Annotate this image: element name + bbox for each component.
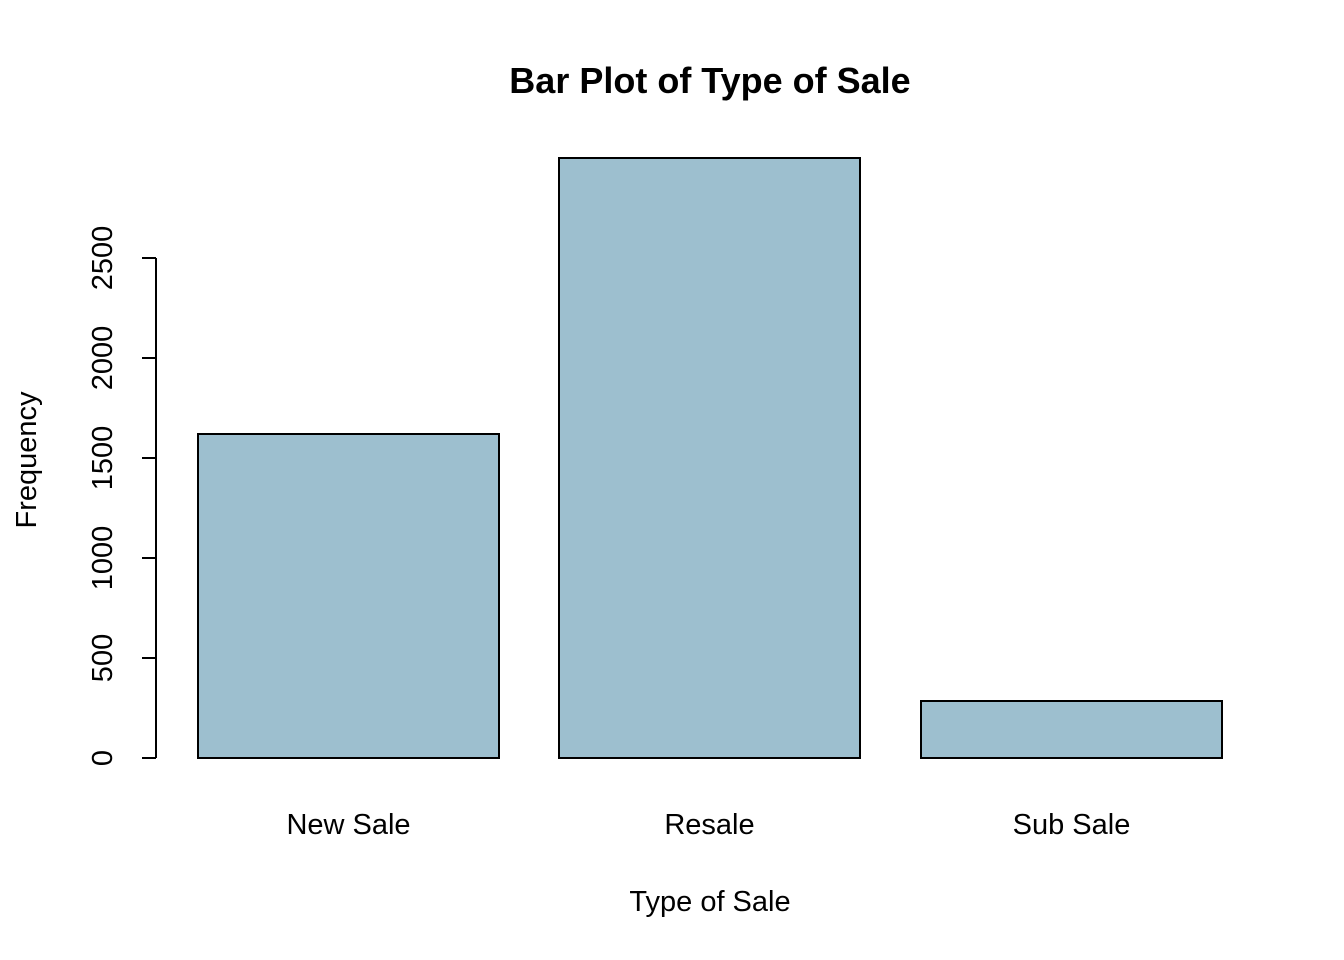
y-tick-label: 500 — [87, 634, 119, 682]
y-tick-label: 0 — [87, 750, 119, 766]
y-axis: 0 500 1000 1500 2000 2500 — [87, 226, 157, 766]
y-tick-label: 2000 — [87, 326, 119, 391]
y-tick-label: 1000 — [87, 526, 119, 591]
chart-title: Bar Plot of Type of Sale — [509, 60, 910, 101]
bars-group — [197, 157, 1223, 759]
x-tick-label: Resale — [664, 809, 754, 841]
x-tick-label: New Sale — [286, 809, 410, 841]
y-axis-label: Frequency — [11, 391, 43, 529]
y-tick-label: 1500 — [87, 426, 119, 491]
x-tick-label: Sub Sale — [1013, 809, 1131, 841]
bar-resale — [558, 157, 861, 759]
bar-sub-sale — [920, 700, 1223, 759]
x-axis-labels: New Sale Resale Sub Sale — [286, 809, 1130, 841]
y-tick-label: 2500 — [87, 226, 119, 291]
x-axis-label: Type of Sale — [629, 886, 790, 918]
bar-new-sale — [197, 433, 500, 759]
